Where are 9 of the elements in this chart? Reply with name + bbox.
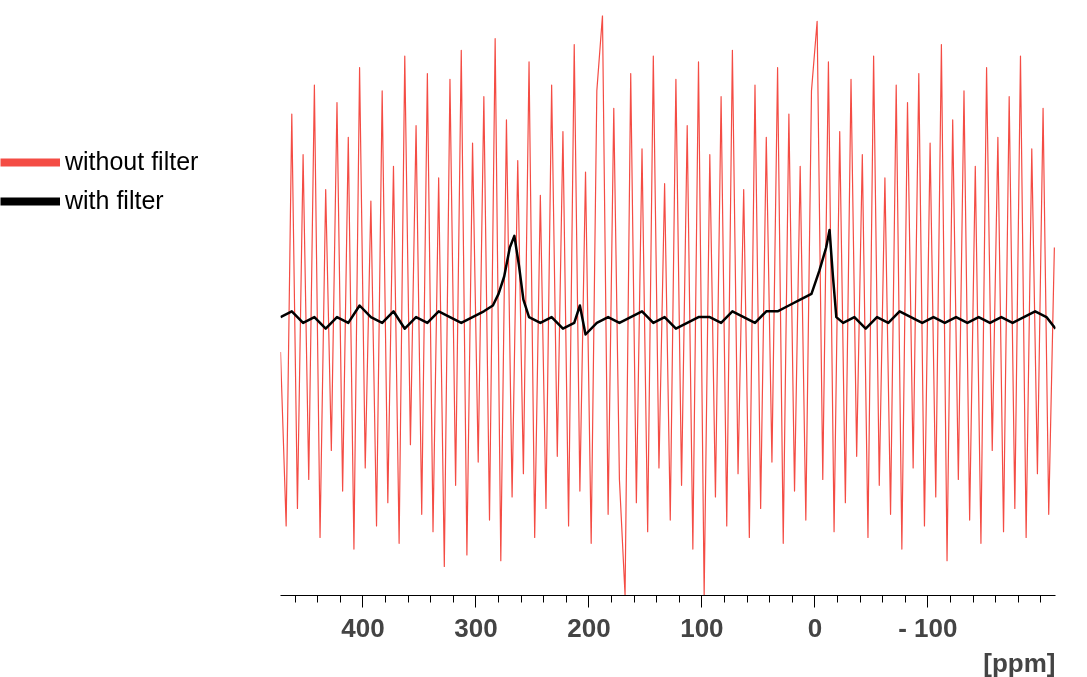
x-tick-label: 300 — [454, 612, 498, 643]
x-axis-title: [ppm] — [983, 647, 1056, 677]
x-tick-label: 0 — [807, 612, 823, 643]
legend-label: with filter — [65, 186, 164, 215]
x-tick-label: 200 — [567, 612, 611, 643]
legend-label: without filter — [65, 147, 199, 176]
x-tick-label: 400 — [341, 612, 385, 643]
x-tick-label: 100 — [680, 612, 724, 643]
x-tick-label: - 100 — [898, 612, 958, 643]
